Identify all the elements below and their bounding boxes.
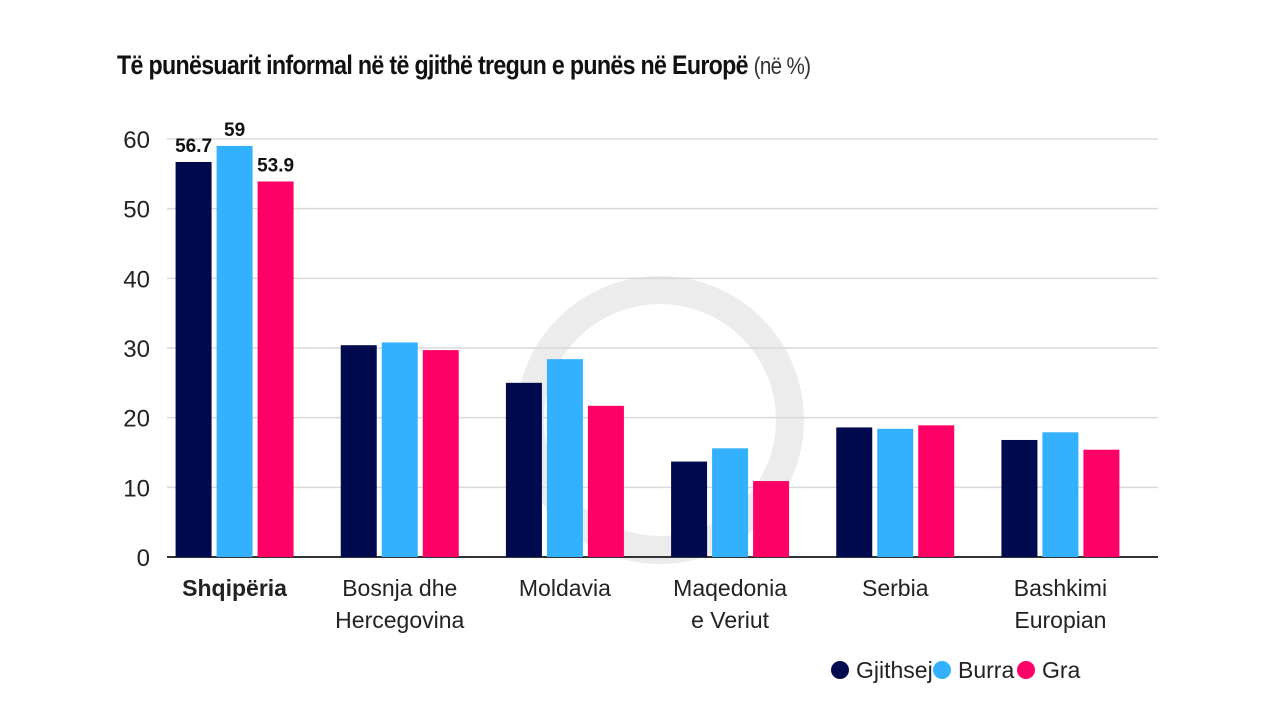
bar-gjithsej (175, 161, 212, 558)
bar-gjithsej (1001, 439, 1038, 557)
bar-gra (918, 425, 955, 557)
bar-gra (422, 350, 459, 557)
y-tick-label: 50 (123, 197, 150, 224)
x-tick-label: Europian (1014, 607, 1106, 633)
y-tick-label: 20 (123, 406, 150, 433)
legend-label-burra: Burra (958, 657, 1014, 683)
x-tick-label: Hercegovina (335, 607, 464, 633)
chart-title-text: Të punësuarit informal në të gjithë treg… (117, 50, 749, 80)
bar-burra (712, 448, 749, 557)
data-label: 56.7 (175, 136, 212, 157)
y-tick-label: 30 (123, 336, 150, 363)
y-tick-label: 0 (137, 545, 150, 572)
legend-marker-gra (1017, 661, 1035, 679)
chart-title: Të punësuarit informal në të gjithë treg… (117, 50, 811, 81)
legend-label-gra: Gra (1042, 657, 1081, 683)
x-tick-label: Shqipëria (182, 575, 287, 601)
bar-burra (1042, 432, 1079, 557)
legend-marker-gjithsej (831, 661, 849, 679)
bar-gjithsej (836, 427, 873, 557)
bar-gjithsej (671, 461, 708, 557)
y-tick-label: 60 (123, 127, 150, 154)
data-label: 59 (224, 120, 245, 141)
bar-gra (1083, 449, 1120, 557)
y-tick-label: 10 (123, 475, 150, 502)
x-tick-label: Bashkimi (1014, 575, 1107, 601)
bar-gjithsej (505, 382, 542, 557)
x-tick-label: Maqedonia (673, 575, 787, 601)
data-label: 53.9 (257, 155, 294, 176)
bar-burra (546, 359, 583, 557)
bar-burra (216, 145, 253, 557)
bar-gra (587, 405, 624, 557)
bar-burra (381, 342, 418, 557)
bar-gjithsej (340, 345, 377, 557)
x-tick-label: e Veriut (691, 607, 770, 633)
y-tick-label: 40 (123, 266, 150, 293)
bar-gra (753, 481, 790, 557)
bar-gra (257, 181, 294, 557)
x-tick-label: Moldavia (519, 575, 611, 601)
legend-marker-burra (933, 661, 951, 679)
bar-burra (877, 428, 914, 557)
chart-title-unit: (në %) (753, 53, 811, 80)
legend-label-gjithsej: Gjithsej (856, 657, 933, 683)
x-tick-label: Bosnja dhe (342, 575, 457, 601)
x-tick-label: Serbia (862, 575, 929, 601)
